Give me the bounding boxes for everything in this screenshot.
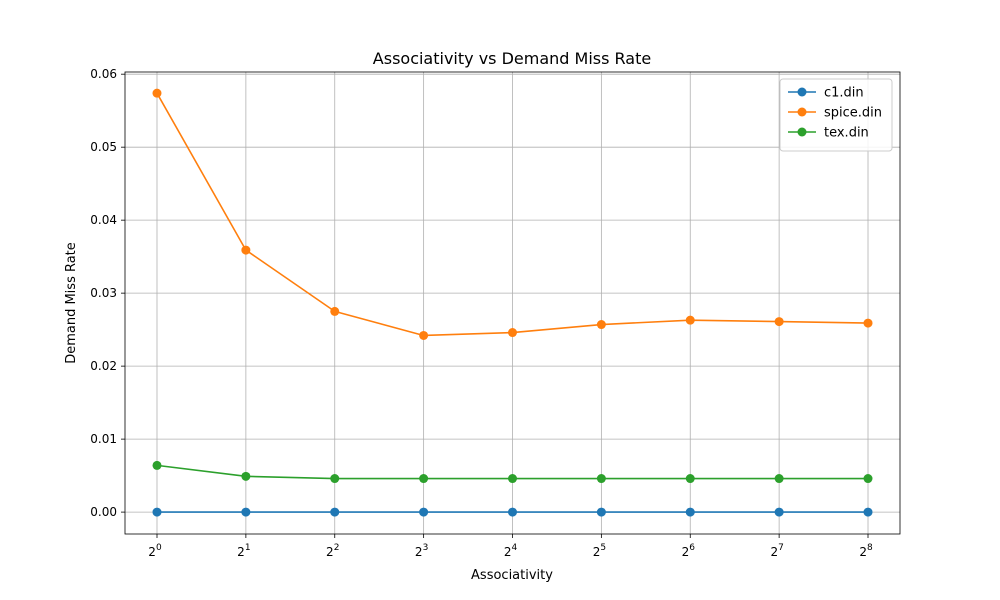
legend-label: c1.din [824,86,864,101]
series-spice-din [152,88,873,340]
x-tick-label: 20 [148,543,162,559]
data-point [596,320,606,330]
series-tex-din [152,460,873,484]
ticks: 20 21 22 23 24 25 26 27 28 0.00 0.01 0.02 0.03 0.04 0.… [90,67,873,559]
legend-label: spice.din [824,106,882,121]
data-point [863,507,873,517]
data-point [241,507,251,517]
data-point [863,474,873,484]
data-point [596,507,606,517]
data-point [774,474,784,484]
data-point [330,507,340,517]
legend-item: spice.din [788,106,882,121]
series-c1-din [152,507,873,517]
data-point [596,474,606,484]
data-point [241,245,251,255]
y-tick-label: 0.02 [90,359,117,373]
data-point [508,474,517,484]
y-tick-label: 0.03 [90,286,117,300]
data-point [419,507,429,517]
legend-item: tex.din [788,126,869,141]
series-layer [152,88,873,517]
x-tick-label: 21 [237,543,250,559]
legend-swatch-marker [797,87,807,97]
y-tick-label: 0.00 [90,505,117,519]
x-tick-label: 27 [770,543,783,559]
x-axis-label: Associativity [471,568,553,583]
y-tick-label: 0.01 [90,432,117,446]
y-axis-label: Demand Miss Rate [64,242,79,364]
data-point [152,88,162,98]
x-tick-label: 23 [415,543,428,559]
data-point [241,471,251,481]
y-tick-label: 0.06 [90,67,117,81]
legend-box [779,78,893,152]
x-tick-label: 26 [682,543,696,559]
data-point [685,507,695,517]
data-point [508,328,517,338]
x-tick-label: 22 [326,543,339,559]
data-point [419,474,429,484]
data-point [330,474,340,484]
legend-swatch-marker [797,127,807,137]
y-tick-label: 0.05 [90,140,117,154]
data-point [774,317,784,327]
x-tick-label: 28 [859,543,873,559]
x-tick-label: 24 [504,543,518,559]
data-point [508,507,517,517]
data-point [152,460,162,470]
data-point [419,330,429,340]
x-tick-label: 25 [593,543,606,559]
y-tick-label: 0.04 [90,213,117,227]
data-point [685,315,695,325]
legend: c1.din spice.din tex.din [779,78,893,152]
data-point [330,306,340,316]
legend-swatch-marker [797,107,807,117]
chart-title: Associativity vs Demand Miss Rate [373,49,651,68]
legend-label: tex.din [824,126,869,141]
data-point [774,507,784,517]
data-point [685,474,695,484]
data-point [152,507,162,517]
legend-item: c1.din [788,86,864,101]
data-point [863,318,873,328]
